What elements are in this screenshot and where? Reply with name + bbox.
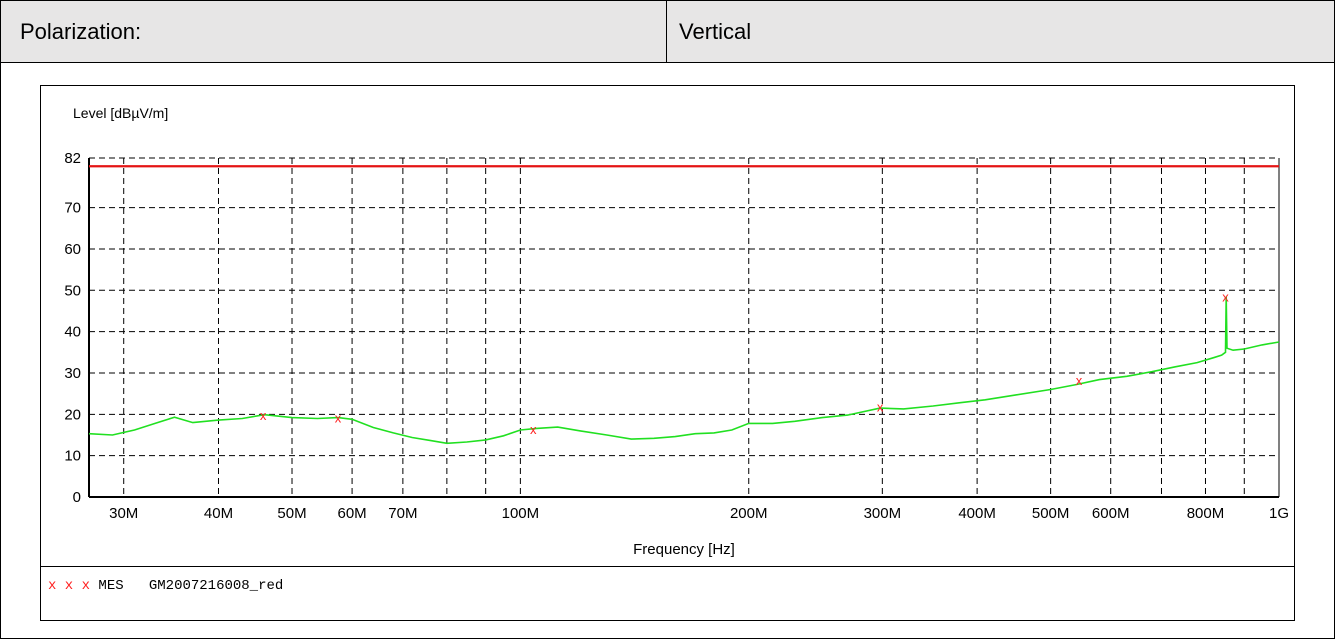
x-tick-label: 200M bbox=[730, 505, 768, 522]
grid bbox=[89, 158, 1279, 497]
y-tick-label: 0 bbox=[73, 489, 81, 506]
axes: 0 10 20 30 40 50 60 70 82 30M 40M 50M 60M 70M 100M 200M… bbox=[64, 150, 1289, 522]
x-tick-label: 300M bbox=[864, 505, 902, 522]
y-tick-label: 82 bbox=[64, 150, 81, 167]
emission-chart: 0 10 20 30 40 50 60 70 82 30M 40M 50M 60M 70M 100M 200M… bbox=[41, 86, 1294, 566]
y-tick-label: 70 bbox=[64, 200, 81, 217]
header-row: Polarization: Vertical bbox=[0, 0, 1335, 63]
measurement-marker: x bbox=[335, 411, 342, 426]
measurement-marker: x bbox=[530, 422, 537, 437]
x-tick-label: 70M bbox=[388, 505, 417, 522]
y-tick-label: 30 bbox=[64, 365, 81, 382]
chart-panel: 0 10 20 30 40 50 60 70 82 30M 40M 50M 60M 70M 100M 200M… bbox=[40, 85, 1295, 621]
measurement-trace bbox=[89, 297, 1279, 444]
legend-divider bbox=[40, 566, 1295, 567]
y-tick-label: 40 bbox=[64, 324, 81, 341]
measurement-marker: x bbox=[1222, 289, 1229, 304]
y-axis-label: Level [dBµV/m] bbox=[73, 105, 168, 121]
measurement-marker: x bbox=[260, 408, 267, 423]
x-tick-label: 60M bbox=[337, 505, 366, 522]
legend-trace-label: MES bbox=[98, 578, 123, 594]
y-tick-label: 50 bbox=[64, 282, 81, 299]
x-tick-label: 40M bbox=[204, 505, 233, 522]
x-tick-label: 400M bbox=[958, 505, 996, 522]
x-axis-label: Frequency [Hz] bbox=[633, 541, 735, 558]
polarization-label: Polarization: bbox=[1, 1, 667, 62]
x-tick-label: 100M bbox=[502, 505, 540, 522]
y-tick-label: 20 bbox=[64, 406, 81, 423]
y-tick-label: 10 bbox=[64, 448, 81, 465]
legend-file-name: GM2007216008_red bbox=[149, 578, 283, 594]
measurement-marker: x bbox=[877, 399, 884, 414]
legend-marker-symbols: x x x bbox=[48, 578, 90, 594]
x-tick-label: 500M bbox=[1032, 505, 1070, 522]
x-tick-label: 30M bbox=[109, 505, 138, 522]
x-tick-label: 1G bbox=[1269, 505, 1289, 522]
y-tick-label: 60 bbox=[64, 241, 81, 258]
x-tick-label: 800M bbox=[1187, 505, 1225, 522]
polarization-value: Vertical bbox=[667, 1, 1334, 62]
x-tick-label: 50M bbox=[277, 505, 306, 522]
legend: x x x MES GM2007216008_red bbox=[48, 578, 283, 602]
x-tick-label: 600M bbox=[1092, 505, 1130, 522]
measurement-marker: x bbox=[1076, 373, 1083, 388]
